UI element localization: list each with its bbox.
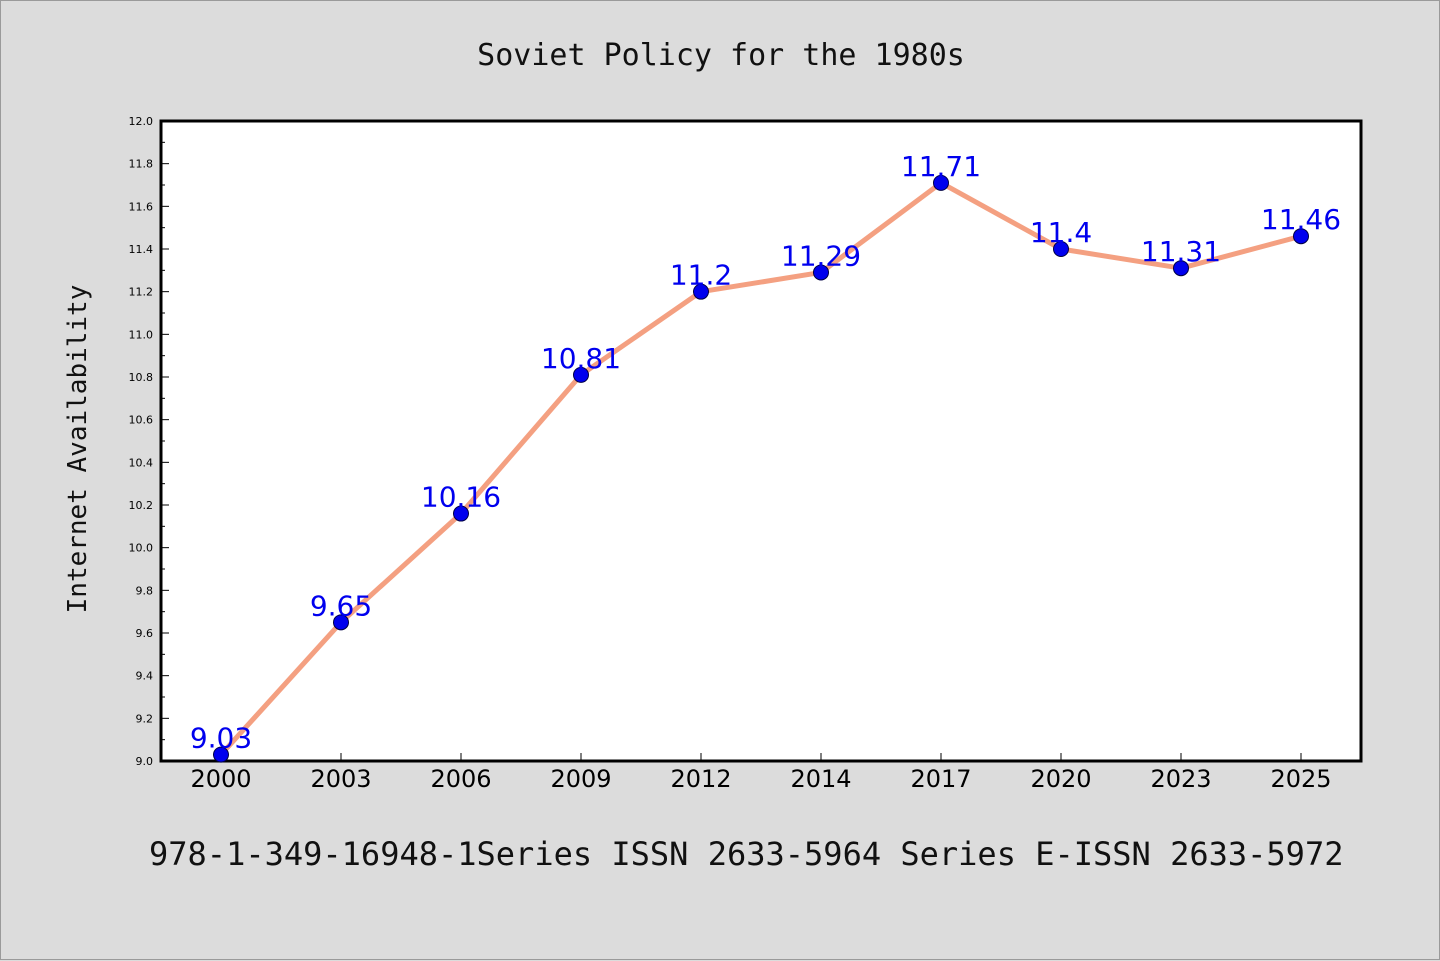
data-value-label: 11.29 [781,239,861,272]
x-tick-label: 2017 [910,765,971,793]
data-point-marker [1053,241,1069,257]
data-point-marker [213,746,229,763]
data-point-marker [693,283,709,300]
x-tick-label: 2014 [790,765,851,793]
data-value-label: 10.81 [541,342,621,375]
y-tick-label: 9.4 [136,670,154,683]
x-tick-label: 2025 [1270,765,1331,793]
data-point-marker [333,614,349,631]
y-tick-label: 9.0 [136,755,154,768]
y-tick-label: 10.6 [129,414,154,427]
y-tick-label: 9.2 [136,712,154,725]
x-tick-label: 2020 [1030,765,1091,793]
data-value-label: 11.4 [1030,216,1092,249]
x-tick-label: 2023 [1150,765,1211,793]
x-tick-label: 2009 [550,765,611,793]
x-axis-ticks: 2000 2003 2006 2009 2012 2014 2017 2020 2023 2025 [190,753,1332,793]
footer-isbn-text: 978-1-349-16948-1Series ISSN 2633-5964 S… [149,835,1343,873]
y-tick-label: 10.4 [129,456,154,469]
y-tick-label: 11.0 [129,328,154,341]
series-group [213,174,1309,763]
data-point-marker [813,264,829,281]
chart-title: Soviet Policy for the 1980s [477,38,965,73]
data-labels-group: 9.03 9.65 10.16 10.81 11.2 11.29 11.71 11.4 11.3… [190,150,1341,755]
x-tick-label: 2012 [670,765,731,793]
data-value-label: 11.2 [670,259,732,292]
y-tick-label: 10.0 [129,542,154,555]
y-tick-label: 11.8 [129,158,154,171]
x-tick-label: 2006 [430,765,491,793]
y-axis-label: Internet Availability [63,285,93,614]
y-tick-label: 11.6 [129,200,154,213]
data-point-marker [1293,228,1309,245]
y-tick-label: 10.2 [129,499,154,512]
y-tick-label: 11.4 [129,243,154,256]
data-value-label: 10.16 [421,481,501,514]
data-point-marker [933,174,949,191]
data-point-marker [1173,260,1189,277]
y-tick-label: 9.6 [136,627,154,640]
plot-area [159,119,1363,763]
y-tick-label: 11.2 [129,286,154,299]
data-point-marker [453,505,469,522]
x-tick-label: 2003 [310,765,371,793]
y-axis-ticks: 9.0 9.2 9.4 9.6 9.8 10.0 10.2 10.4 10.6 10.8 11.0 1… [129,115,169,768]
x-tick-label: 2000 [190,765,251,793]
data-value-label: 9.03 [190,722,252,755]
data-point-marker [573,366,589,383]
y-tick-label: 9.8 [136,584,154,597]
data-value-label: 11.31 [1141,235,1221,268]
data-value-label: 11.46 [1261,203,1341,236]
series-line [218,180,1304,758]
data-value-label: 11.71 [901,150,981,183]
data-value-label: 9.65 [310,589,372,622]
y-tick-label: 12.0 [129,115,154,128]
y-tick-label: 10.8 [129,371,154,384]
